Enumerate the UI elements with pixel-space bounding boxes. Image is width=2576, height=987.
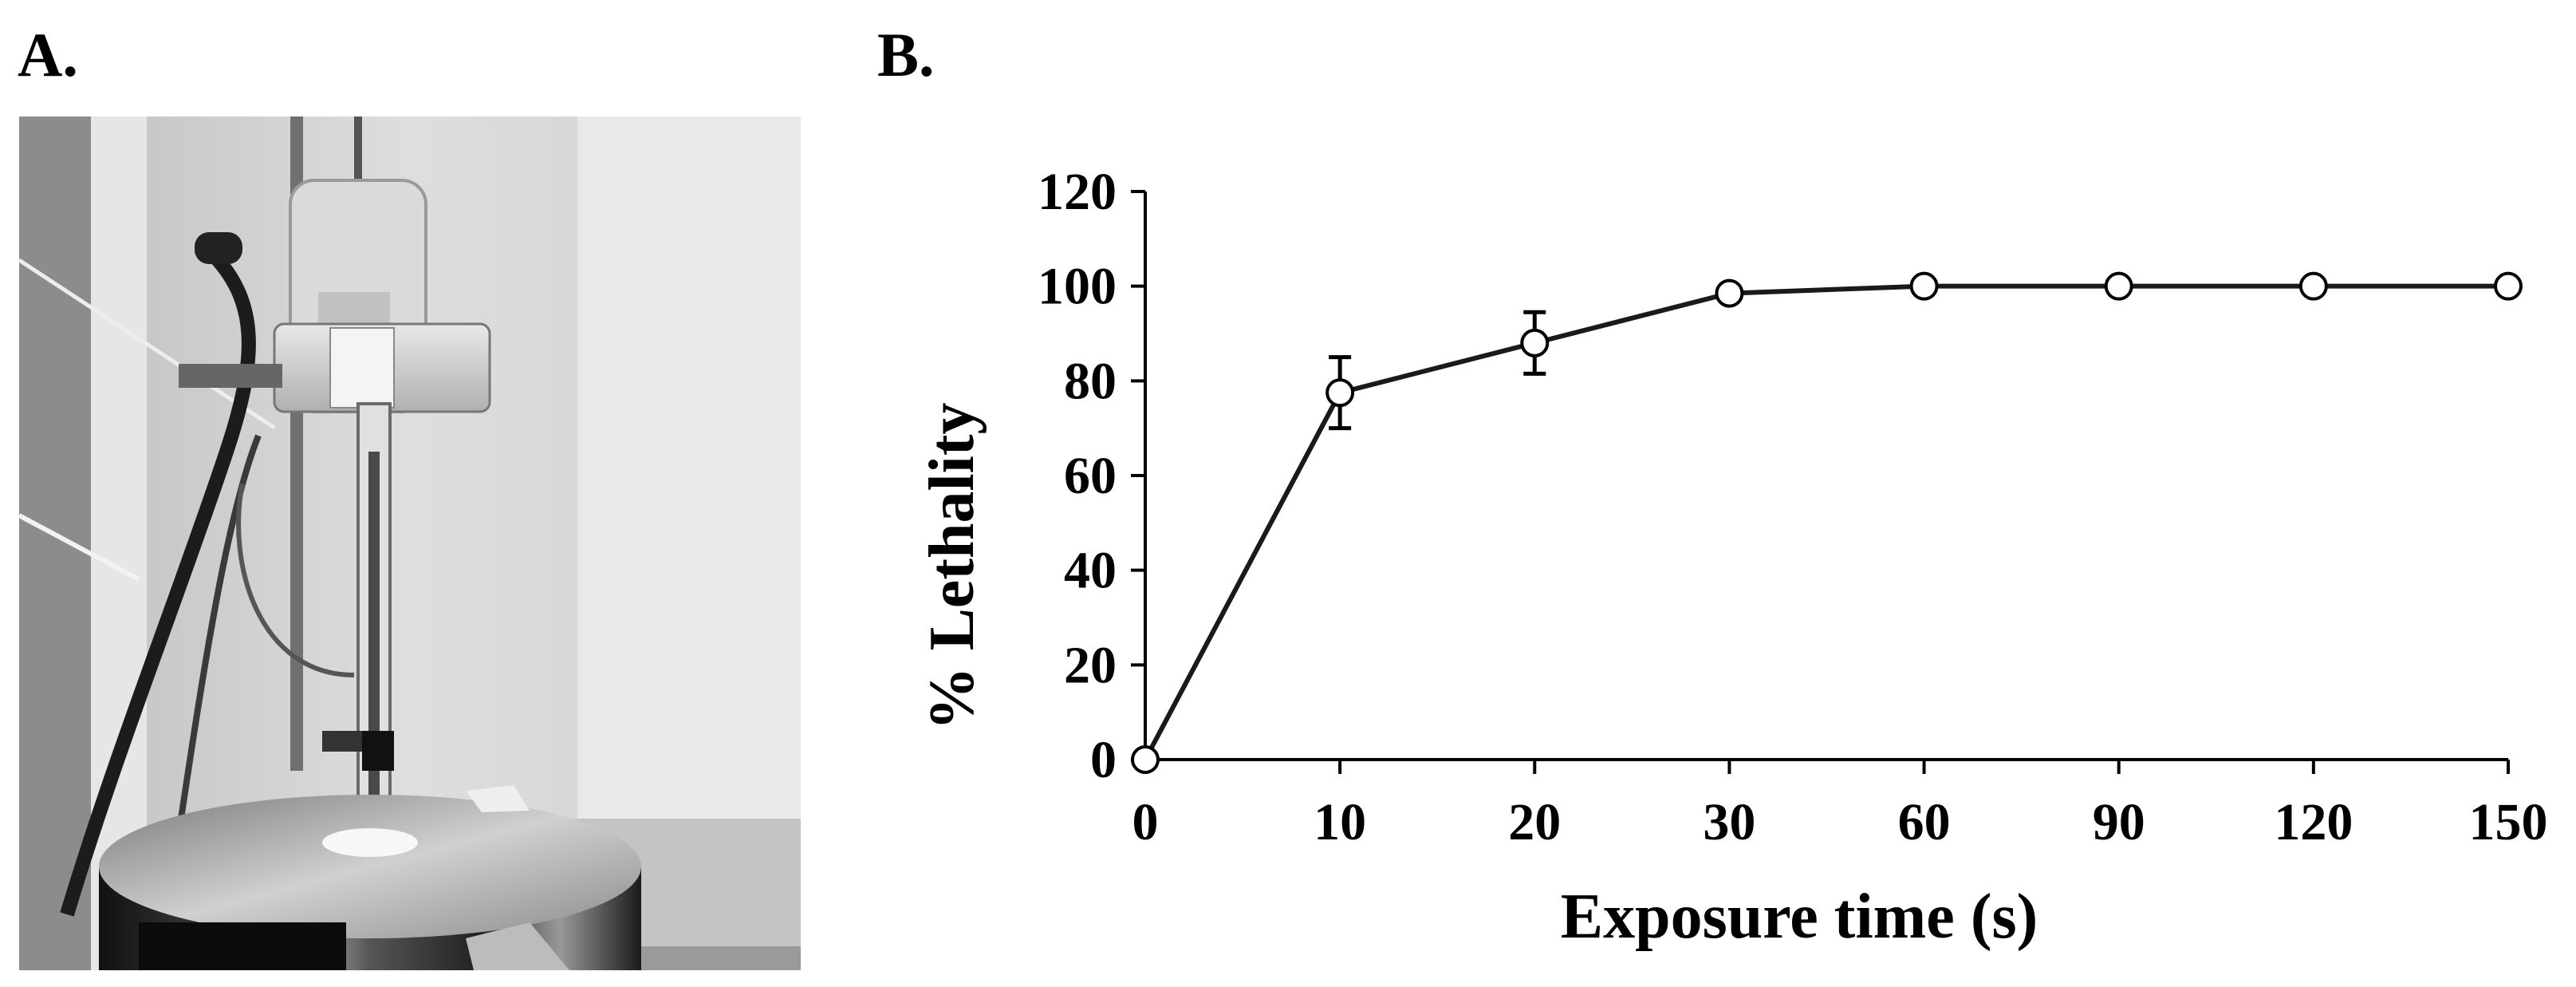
x-tick-label: 30	[1703, 793, 1755, 851]
data-point	[1715, 278, 1744, 308]
chart-axes	[1131, 190, 2510, 774]
data-point	[2104, 271, 2133, 301]
x-tick-label: 20	[1508, 793, 1561, 851]
y-tick-label: 20	[1064, 636, 1117, 694]
y-tick-labels: 0 20 40 60 80 100 120	[1038, 163, 1117, 789]
x-axis-label: Exposure time (s)	[1561, 882, 2038, 952]
x-tick-label: 10	[1314, 793, 1366, 851]
y-tick-label: 80	[1064, 352, 1117, 410]
lethality-chart: 0 20 40 60 80 100 120 0 10 20 30 60 90 120 150 % Leth…	[917, 163, 2548, 952]
y-tick-label: 0	[1090, 731, 1117, 789]
series-group	[1131, 271, 2523, 774]
y-tick-label: 40	[1064, 542, 1117, 600]
data-point	[2298, 271, 2328, 301]
panel-a-label: A.	[18, 20, 78, 89]
x-tick-label: 0	[1132, 793, 1159, 851]
x-tick-label: 120	[2274, 793, 2353, 851]
y-tick-label: 120	[1038, 163, 1117, 221]
y-axis-label: % Lethality	[917, 402, 987, 730]
y-tick-label: 60	[1064, 447, 1117, 505]
data-point	[1325, 378, 1355, 408]
data-point	[1520, 328, 1550, 357]
series-line	[1143, 283, 2508, 761]
y-tick-label: 100	[1038, 258, 1117, 316]
x-tick-labels: 0 10 20 30 60 90 120 150	[1132, 793, 2548, 851]
apparatus-photo	[19, 116, 801, 970]
data-point	[1131, 745, 1160, 774]
apparatus-illustration	[19, 116, 801, 970]
x-tick-label: 150	[2469, 793, 2548, 851]
panel-b-label: B.	[877, 20, 935, 89]
x-tick-label: 60	[1898, 793, 1951, 851]
x-tick-label: 90	[2093, 793, 2145, 851]
data-point	[2494, 271, 2523, 301]
data-point	[1909, 271, 1939, 301]
